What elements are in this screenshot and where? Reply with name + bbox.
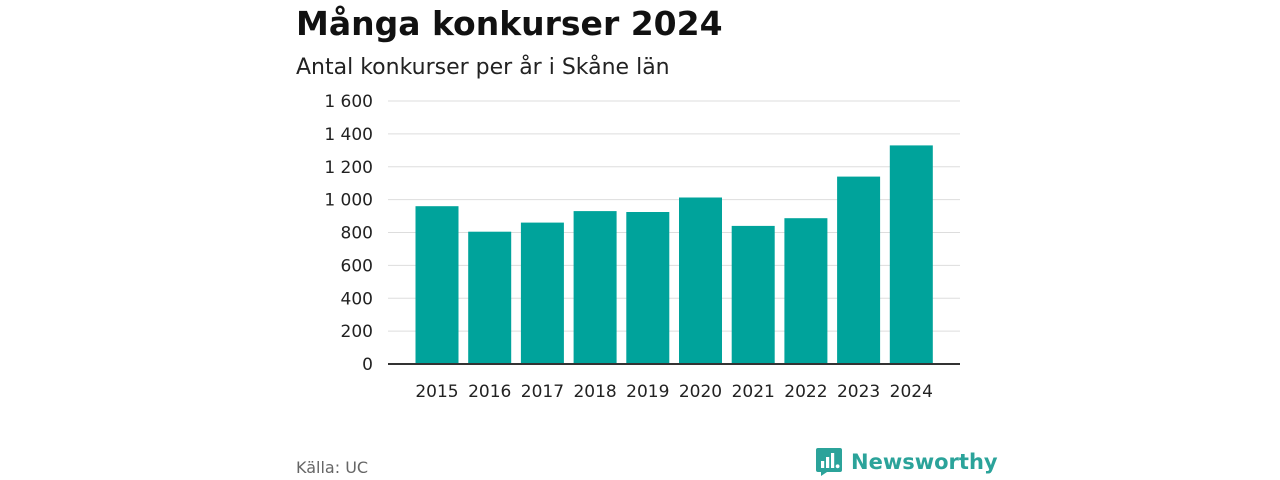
- y-tick-label: 600: [341, 256, 373, 276]
- brand-logo: Newsworthy: [815, 446, 998, 478]
- bar-2021: [731, 225, 775, 364]
- newsworthy-logo-icon: [816, 448, 842, 476]
- x-tick-label: 2016: [468, 382, 511, 402]
- bar-2022: [784, 218, 828, 364]
- x-tick-label: 2018: [573, 382, 616, 402]
- bar-2017: [520, 222, 564, 364]
- x-tick-label: 2021: [732, 382, 775, 402]
- bars: [415, 145, 933, 364]
- chart-title: Många konkurser 2024: [296, 4, 723, 43]
- x-tick-label: 2022: [784, 382, 827, 402]
- x-tick-label: 2015: [415, 382, 458, 402]
- y-tick-label: 800: [341, 224, 373, 244]
- source-note: Källa: UC: [296, 458, 369, 477]
- y-tick-label: 0: [362, 355, 373, 375]
- bar-2018: [573, 211, 617, 364]
- y-tick-label: 400: [341, 289, 373, 309]
- bar-2019: [626, 212, 670, 364]
- bar-2015: [415, 206, 459, 364]
- x-tick-label: 2020: [679, 382, 722, 402]
- x-tick-label: 2024: [890, 382, 933, 402]
- bar-2016: [468, 231, 512, 364]
- y-tick-label: 1 600: [324, 92, 373, 112]
- x-axis-tick-labels: 2015 2016 2017 2018 2019 2020 2021 2022 2023 2024: [415, 382, 933, 402]
- y-axis-tick-labels: 0 200 400 600 800 1 000 1 200 1 400 1 600: [324, 92, 373, 375]
- y-tick-label: 200: [341, 322, 373, 342]
- x-tick-label: 2023: [837, 382, 880, 402]
- bar-2020: [679, 197, 722, 364]
- bar-2024: [889, 145, 933, 364]
- chart-subtitle: Antal konkurser per år i Skåne län: [296, 55, 670, 80]
- x-tick-label: 2017: [521, 382, 564, 402]
- y-tick-label: 1 200: [324, 158, 373, 178]
- y-tick-label: 1 400: [324, 125, 373, 145]
- bar-2023: [837, 176, 881, 364]
- brand-name: Newsworthy: [851, 450, 998, 474]
- y-tick-label: 1 000: [324, 191, 373, 211]
- x-tick-label: 2019: [626, 382, 669, 402]
